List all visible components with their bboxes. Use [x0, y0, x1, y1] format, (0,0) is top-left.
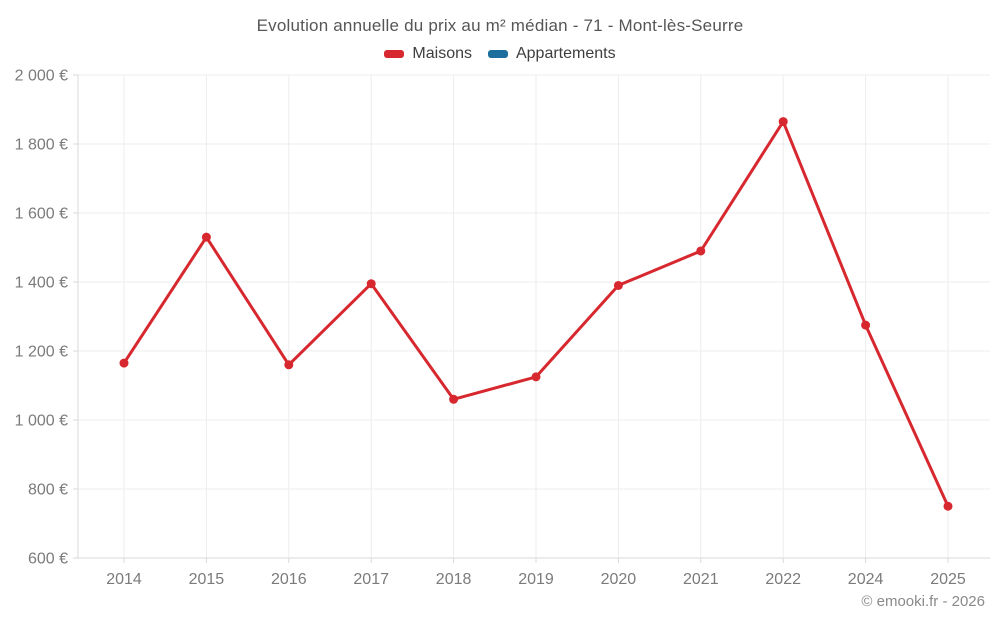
y-axis-label: 1 800 € — [15, 137, 68, 154]
data-point-maisons-2014[interactable] — [119, 358, 129, 368]
legend-label-appartements: Appartements — [515, 45, 616, 62]
x-axis-label: 2024 — [848, 571, 884, 588]
y-axis-label: 1 600 € — [15, 206, 68, 223]
chart-legend: Maisons Appartements — [0, 45, 1000, 63]
y-axis-label: 1 000 € — [15, 413, 68, 430]
x-axis-label: 2014 — [106, 571, 142, 588]
maisons-swatch-icon — [384, 50, 405, 58]
legend-label-maisons: Maisons — [412, 45, 472, 62]
y-axis-label: 1 200 € — [15, 344, 68, 361]
data-point-maisons-2016[interactable] — [284, 360, 294, 370]
legend-item-appartements[interactable]: Appartements — [487, 45, 616, 63]
x-axis-label: 2022 — [765, 571, 801, 588]
data-point-maisons-2017[interactable] — [366, 279, 376, 289]
x-axis-label: 2021 — [683, 571, 719, 588]
x-axis-label: 2018 — [436, 571, 472, 588]
copyright-watermark: © emooki.fr - 2026 — [861, 593, 985, 610]
x-axis-label: 2015 — [189, 571, 225, 588]
data-point-maisons-2019[interactable] — [531, 372, 541, 382]
appartements-swatch-icon — [487, 50, 508, 58]
y-axis-label: 800 € — [28, 482, 68, 499]
data-point-maisons-2024[interactable] — [861, 320, 871, 330]
data-point-maisons-2022[interactable] — [778, 117, 788, 127]
data-point-maisons-2020[interactable] — [613, 280, 623, 290]
y-axis-label: 600 € — [28, 551, 68, 568]
x-axis-label: 2016 — [271, 571, 307, 588]
x-axis-label: 2019 — [518, 571, 554, 588]
chart-title: Evolution annuelle du prix au m² médian … — [256, 16, 744, 35]
x-axis-label: 2017 — [353, 571, 389, 588]
x-axis-label: 2025 — [930, 571, 966, 588]
x-axis-label: 2020 — [601, 571, 637, 588]
data-point-maisons-2018[interactable] — [449, 394, 459, 404]
data-point-maisons-2015[interactable] — [201, 232, 211, 242]
y-axis-label: 1 400 € — [15, 275, 68, 292]
data-point-maisons-2025[interactable] — [943, 501, 953, 511]
legend-item-maisons[interactable]: Maisons — [384, 45, 472, 63]
data-point-maisons-2021[interactable] — [696, 246, 706, 256]
y-axis-label: 2 000 € — [15, 68, 68, 85]
